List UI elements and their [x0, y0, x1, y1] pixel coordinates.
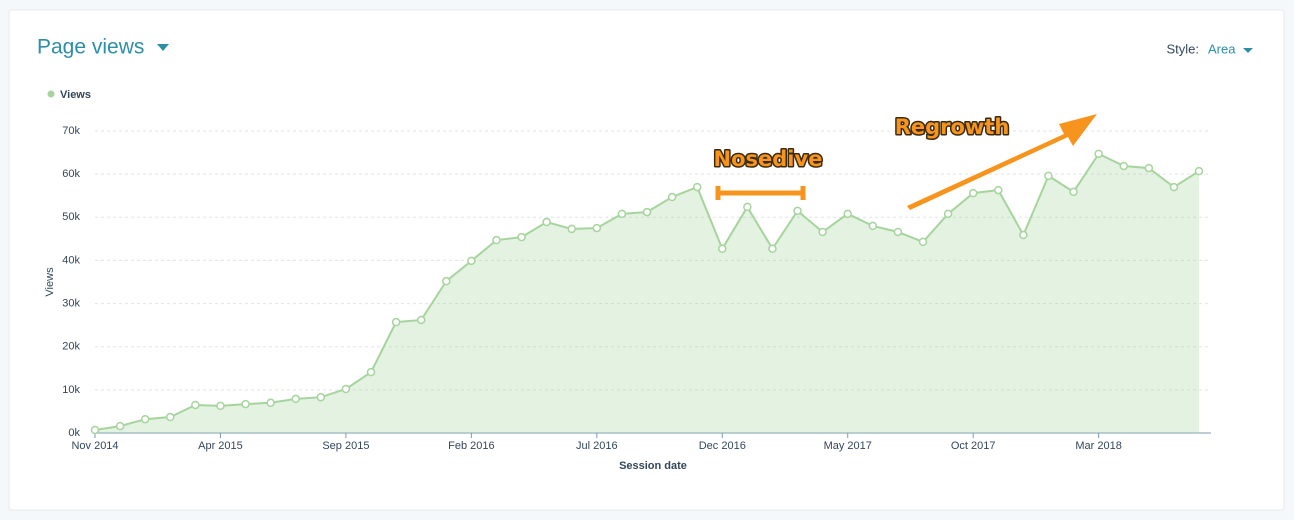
point — [1169, 182, 1179, 192]
x-tick-label: Mar 2018 — [1075, 440, 1121, 452]
point — [743, 202, 752, 212]
point — [216, 401, 225, 411]
title-caret[interactable] — [157, 44, 169, 51]
point — [1044, 171, 1053, 181]
legend-label[interactable]: Views — [60, 89, 91, 101]
x-tick-label: Dec 2016 — [699, 440, 746, 452]
point — [517, 232, 526, 242]
x-tick-label: Jul 2016 — [576, 440, 618, 452]
point — [241, 399, 250, 409]
x-tick-label: Oct 2017 — [951, 440, 996, 452]
point — [316, 392, 326, 402]
x-axis-label: Session date — [619, 460, 687, 472]
point — [968, 188, 978, 198]
point — [416, 315, 426, 325]
point — [467, 256, 476, 266]
x-tick-label: Nov 2014 — [71, 440, 118, 452]
regrowth-arrow — [907, 114, 1097, 210]
annotation: Regrowth — [895, 115, 1010, 139]
x-tick-label: May 2017 — [824, 440, 872, 452]
area — [95, 153, 1199, 433]
y-tick-label: 50k — [62, 211, 80, 223]
point — [592, 223, 602, 233]
y-tick-label: 40k — [62, 254, 80, 266]
point — [90, 425, 100, 435]
point — [166, 412, 175, 422]
y-tick-label: 10k — [62, 384, 80, 396]
point — [191, 400, 200, 410]
point — [918, 237, 928, 247]
point — [140, 414, 150, 424]
y-tick-label: 60k — [62, 168, 80, 180]
nosedive-bracket — [715, 186, 806, 200]
card — [8, 9, 1285, 511]
chart-title[interactable]: Page views — [37, 36, 144, 59]
point — [943, 209, 953, 219]
point — [366, 367, 376, 377]
point — [617, 209, 627, 219]
y-axis-label: Views — [44, 267, 56, 297]
y-tick-label: 70k — [62, 125, 80, 137]
point — [768, 244, 777, 254]
point — [843, 209, 852, 219]
point — [1069, 187, 1078, 197]
point — [266, 398, 275, 408]
point — [492, 235, 501, 245]
point — [1019, 230, 1028, 240]
x-tick-label: Feb 2016 — [448, 440, 494, 452]
annotation: Nosedive — [714, 147, 823, 171]
legend-marker — [47, 90, 55, 98]
point — [868, 221, 878, 231]
point — [542, 217, 551, 227]
x-tick-label: Sep 2015 — [322, 440, 369, 452]
point — [667, 192, 677, 202]
point — [994, 185, 1003, 195]
point — [1119, 161, 1128, 171]
y-tick-label: 0k — [68, 427, 80, 439]
point — [642, 207, 652, 217]
point — [718, 244, 727, 254]
point — [818, 227, 827, 237]
point — [391, 317, 401, 327]
x-tick-label: Apr 2015 — [198, 440, 243, 452]
y-tick-label: 20k — [62, 341, 80, 353]
point — [567, 224, 576, 234]
point — [291, 394, 300, 404]
point — [1144, 163, 1154, 173]
point — [341, 384, 351, 394]
point — [793, 206, 802, 216]
point — [1194, 166, 1204, 176]
point — [1094, 149, 1103, 159]
style-value[interactable]: Area — [1208, 41, 1236, 56]
point — [893, 227, 903, 237]
y-tick-label: 30k — [62, 297, 80, 309]
style-caret[interactable] — [1243, 48, 1253, 53]
style-label: Style: — [1166, 41, 1199, 56]
point — [442, 276, 451, 286]
point — [115, 421, 125, 431]
point — [692, 182, 702, 192]
